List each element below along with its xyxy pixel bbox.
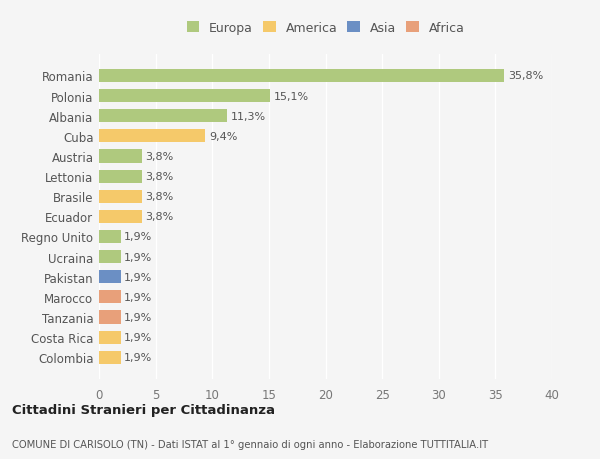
- Text: 1,9%: 1,9%: [124, 312, 152, 322]
- Text: 11,3%: 11,3%: [230, 112, 265, 122]
- Text: COMUNE DI CARISOLO (TN) - Dati ISTAT al 1° gennaio di ogni anno - Elaborazione T: COMUNE DI CARISOLO (TN) - Dati ISTAT al …: [12, 440, 488, 449]
- Text: 1,9%: 1,9%: [124, 353, 152, 363]
- Text: 3,8%: 3,8%: [145, 172, 173, 182]
- Bar: [99, 190, 142, 203]
- Bar: [99, 230, 121, 243]
- Bar: [99, 331, 121, 344]
- Text: 15,1%: 15,1%: [274, 91, 308, 101]
- Text: 1,9%: 1,9%: [124, 332, 152, 342]
- Bar: [99, 291, 121, 304]
- Bar: [99, 251, 121, 263]
- Bar: [99, 90, 270, 103]
- Text: 3,8%: 3,8%: [145, 151, 173, 162]
- Text: 1,9%: 1,9%: [124, 272, 152, 282]
- Bar: [99, 150, 142, 163]
- Text: 35,8%: 35,8%: [508, 71, 543, 81]
- Legend: Europa, America, Asia, Africa: Europa, America, Asia, Africa: [184, 19, 467, 37]
- Text: 1,9%: 1,9%: [124, 292, 152, 302]
- Bar: [99, 170, 142, 183]
- Text: 3,8%: 3,8%: [145, 212, 173, 222]
- Text: 3,8%: 3,8%: [145, 192, 173, 202]
- Bar: [99, 130, 205, 143]
- Bar: [99, 351, 121, 364]
- Text: 1,9%: 1,9%: [124, 252, 152, 262]
- Text: Cittadini Stranieri per Cittadinanza: Cittadini Stranieri per Cittadinanza: [12, 403, 275, 416]
- Bar: [99, 210, 142, 224]
- Bar: [99, 70, 505, 83]
- Text: 1,9%: 1,9%: [124, 232, 152, 242]
- Bar: [99, 110, 227, 123]
- Bar: [99, 271, 121, 284]
- Bar: [99, 311, 121, 324]
- Text: 9,4%: 9,4%: [209, 132, 237, 141]
